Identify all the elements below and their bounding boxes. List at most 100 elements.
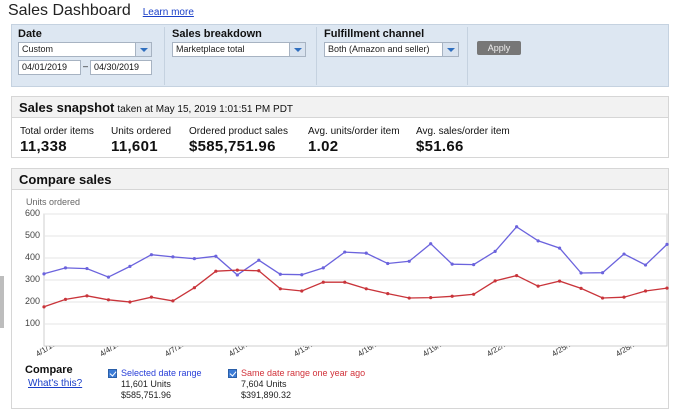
metric-label: Avg. units/order item <box>308 126 400 137</box>
legend-previous-sales: $391,890.32 <box>241 390 292 400</box>
data-point <box>429 242 433 246</box>
apply-button[interactable]: Apply <box>477 41 521 55</box>
data-point <box>300 289 304 293</box>
y-tick-label: 600 <box>24 208 40 218</box>
start-date-input[interactable]: 04/01/2019 <box>18 60 81 75</box>
date-range-select[interactable]: Custom <box>18 42 152 57</box>
data-point <box>214 254 218 258</box>
data-point <box>386 261 390 266</box>
chevron-down-icon <box>289 43 305 56</box>
data-point <box>257 258 261 262</box>
metric-value: 11,338 <box>20 138 67 155</box>
divider <box>467 27 468 85</box>
breakdown-label: Sales breakdown <box>172 28 262 40</box>
data-point <box>42 305 46 309</box>
data-point <box>557 246 562 250</box>
data-point <box>278 272 282 276</box>
data-point <box>536 284 540 288</box>
compare-header: Compare sales <box>11 168 669 190</box>
end-date-input[interactable]: 04/30/2019 <box>90 60 152 75</box>
legend-previous-label: Same date range one year ago <box>241 368 366 378</box>
data-point <box>106 298 111 302</box>
y-tick-label: 100 <box>24 318 40 328</box>
data-point <box>579 271 583 275</box>
legend-selected: Selected date range 11,601 Units $585,75… <box>108 368 202 401</box>
data-point <box>214 269 218 273</box>
breakdown-select[interactable]: Marketplace total <box>172 42 306 57</box>
data-point <box>300 273 304 277</box>
fulfillment-label: Fulfillment channel <box>324 28 425 40</box>
data-point <box>493 249 497 253</box>
data-point <box>622 252 626 256</box>
whats-this-link[interactable]: What's this? <box>28 378 83 389</box>
learn-more-link[interactable]: Learn more <box>142 7 194 18</box>
data-point <box>386 292 390 296</box>
page-title: Sales Dashboard <box>8 2 131 19</box>
data-point <box>278 287 282 291</box>
data-point <box>321 280 325 284</box>
data-point <box>128 300 132 304</box>
data-point <box>192 257 196 261</box>
divider <box>164 27 165 85</box>
metric-value: 11,601 <box>111 138 158 155</box>
data-point <box>407 259 411 263</box>
data-point <box>171 255 175 259</box>
data-point <box>643 263 648 267</box>
y-tick-label: 500 <box>24 230 40 240</box>
data-point <box>343 280 347 284</box>
breakdown-value: Marketplace total <box>176 44 245 54</box>
header: Sales Dashboard Learn more <box>8 2 194 22</box>
compare-title: Compare sales <box>19 172 112 187</box>
legend-previous-units: 7,604 Units <box>241 379 287 389</box>
divider <box>316 27 317 85</box>
series-line-selected <box>43 225 668 278</box>
data-point <box>600 271 605 275</box>
data-point <box>321 266 325 270</box>
legend-previous: Same date range one year ago 7,604 Units… <box>228 368 365 401</box>
data-point <box>450 294 454 298</box>
data-point <box>343 250 347 254</box>
data-point <box>665 286 669 290</box>
data-point <box>235 273 239 277</box>
metric-units-ordered: Units ordered 11,601 <box>111 126 171 155</box>
metric-ordered-product-sales: Ordered product sales $585,751.96 <box>189 126 288 155</box>
data-point <box>643 289 648 293</box>
data-point <box>557 279 562 283</box>
fulfillment-select[interactable]: Both (Amazon and seller) <box>324 42 459 57</box>
metric-label: Ordered product sales <box>189 126 288 137</box>
compare-label: Compare <box>25 364 73 376</box>
metric-avg-sales: Avg. sales/order item $51.66 <box>416 126 510 155</box>
metric-value: $585,751.96 <box>189 138 276 155</box>
data-point <box>85 294 89 298</box>
previous-range-checkbox[interactable] <box>228 369 237 378</box>
metric-value: $51.66 <box>416 138 464 155</box>
side-handle[interactable] <box>0 276 4 328</box>
legend-selected-label: Selected date range <box>121 368 202 378</box>
data-point <box>63 266 68 270</box>
data-point <box>536 239 540 243</box>
data-point <box>106 275 111 279</box>
data-point <box>128 264 132 268</box>
chevron-down-icon <box>135 43 151 56</box>
data-point <box>429 296 433 300</box>
data-point <box>364 251 368 255</box>
data-point <box>364 287 368 291</box>
selected-range-checkbox[interactable] <box>108 369 117 378</box>
data-point <box>192 286 196 290</box>
y-tick-label: 400 <box>24 252 40 262</box>
data-point <box>407 296 411 300</box>
data-point <box>171 299 175 303</box>
legend-selected-units: 11,601 Units <box>121 379 171 389</box>
snapshot-title-text: Sales snapshot <box>19 100 115 115</box>
data-point <box>665 242 669 246</box>
legend-selected-sales: $585,751.96 <box>121 390 172 400</box>
y-axis-label: Units ordered <box>26 197 81 207</box>
metric-value: 1.02 <box>308 138 339 155</box>
data-point <box>472 292 476 296</box>
fulfillment-filter: Fulfillment channel <box>324 28 424 42</box>
date-separator: – <box>83 61 89 71</box>
chevron-down-icon <box>442 43 458 56</box>
data-point <box>622 295 626 299</box>
y-tick-label: 200 <box>24 296 40 306</box>
